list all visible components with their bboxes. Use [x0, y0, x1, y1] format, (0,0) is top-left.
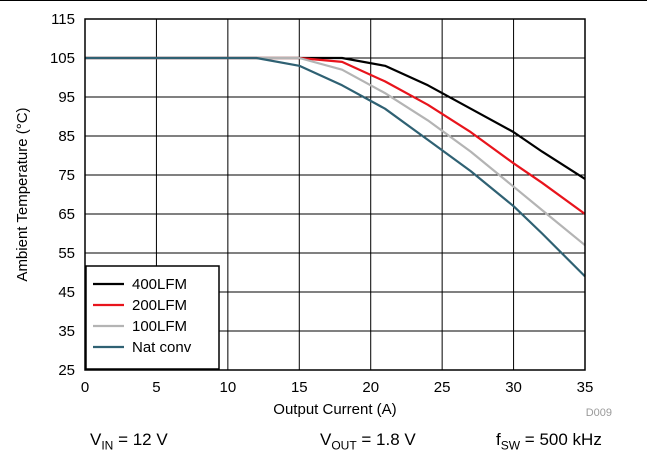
- x-tick-label-0: 0: [81, 379, 89, 396]
- y-tick-label-65: 65: [58, 206, 75, 223]
- y-axis-label: Ambient Temperature (°C): [14, 107, 31, 281]
- legend-label-200lfm: 200LFM: [132, 297, 187, 314]
- series-lines: [85, 56, 586, 278]
- x-tick-label-30: 30: [505, 379, 522, 396]
- fsw-condition: fSW = 500 kHz: [496, 430, 602, 453]
- series-line-200lfm: [85, 56, 586, 215]
- y-tick-labels: 25 35 45 55 65 75 85 95 105 115: [50, 11, 75, 379]
- y-tick-label-55: 55: [58, 245, 75, 262]
- y-tick-label-45: 45: [58, 284, 75, 301]
- x-tick-label-15: 15: [291, 379, 308, 396]
- series-line-400lfm: [85, 56, 586, 180]
- derating-chart: 25 35 45 55 65 75 85 95 105 115 0 5 10 15 20 25 30 35 Ou…: [14, 11, 612, 419]
- top-rule: [0, 0, 647, 1]
- x-tick-label-20: 20: [362, 379, 379, 396]
- x-tick-label-5: 5: [152, 379, 160, 396]
- y-tick-label-25: 25: [58, 362, 75, 379]
- legend-label-400lfm: 400LFM: [132, 276, 187, 293]
- plot-frame: [84, 18, 586, 371]
- y-tick-label-95: 95: [58, 89, 75, 106]
- x-axis-label: Output Current (A): [273, 401, 396, 418]
- x-tick-label-35: 35: [577, 379, 594, 396]
- y-tick-label-115: 115: [51, 11, 75, 28]
- y-tick-label-105: 105: [50, 50, 75, 67]
- x-tick-label-10: 10: [220, 379, 237, 396]
- figure-id: D009: [586, 407, 612, 419]
- y-tick-label-35: 35: [58, 323, 75, 340]
- series-line-100lfm: [85, 56, 586, 247]
- y-tick-label-85: 85: [58, 128, 75, 145]
- x-tick-labels: 0 5 10 15 20 25 30 35: [81, 379, 594, 396]
- x-tick-label-25: 25: [434, 379, 451, 396]
- vout-condition: VOUT = 1.8 V: [320, 430, 416, 453]
- legend: 400LFM 200LFM 100LFM Nat conv: [85, 265, 220, 370]
- series-line-nat-conv: [85, 56, 586, 278]
- legend-label-nat-conv: Nat conv: [132, 339, 192, 356]
- vin-condition: VIN = 12 V: [90, 430, 168, 453]
- legend-label-100lfm: 100LFM: [132, 318, 187, 335]
- y-tick-label-75: 75: [58, 167, 75, 184]
